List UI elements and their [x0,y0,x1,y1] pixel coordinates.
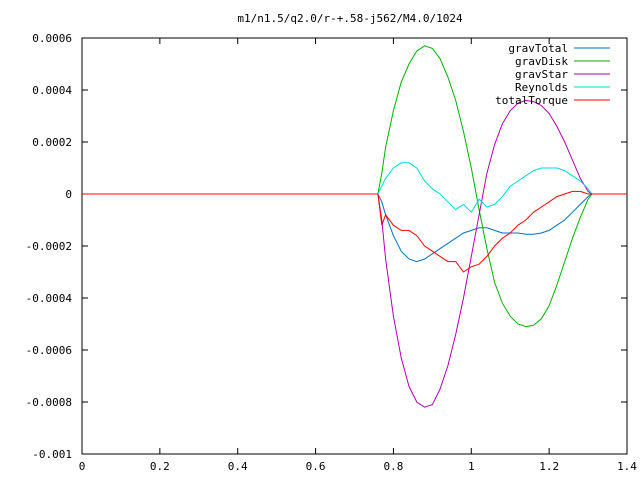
y-tick-label: -0.0004 [26,292,73,305]
chart-title: m1/n1.5/q2.0/r-+.58-j562/M4.0/1024 [237,12,463,25]
x-tick-label: 0.2 [150,460,170,473]
legend: gravTotalgravDiskgravStarReynoldstotalTo… [495,42,610,107]
y-tick-label: -0.001 [32,448,72,461]
y-tick-label: -0.0002 [26,240,72,253]
series-line-totaltorque [82,190,627,273]
series-line-gravstar [82,99,627,408]
y-tick-label: 0.0006 [32,32,72,45]
legend-label-gravtotal: gravTotal [508,42,568,55]
legend-label-gravstar: gravStar [515,68,568,81]
x-tick-label: 0.8 [383,460,403,473]
y-tick-label: 0 [65,188,72,201]
x-tick-label: 1.2 [539,460,559,473]
axis-ticks: 0 0.2 0.4 0.6 0.8 1 1.2 1.40.00060.00040.00020-… [26,32,638,473]
legend-label-reynolds: Reynolds [515,81,568,94]
series-group [82,45,627,408]
y-tick-label: 0.0004 [32,84,72,97]
x-tick-label: 0.6 [306,460,326,473]
y-tick-label: -0.0008 [26,396,72,409]
y-tick-label: 0.0002 [32,136,72,149]
x-tick-label: 0.4 [228,460,248,473]
y-tick-label: -0.0006 [26,344,72,357]
x-tick-label: 0 [79,460,86,473]
legend-label-totaltorque: totalTorque [495,94,568,107]
x-tick-label: 1 [468,460,475,473]
x-tick-label: 1.4 [617,460,637,473]
series-line-reynolds [82,162,627,214]
series-line-gravdisk [82,45,627,328]
legend-label-gravdisk: gravDisk [515,55,568,68]
